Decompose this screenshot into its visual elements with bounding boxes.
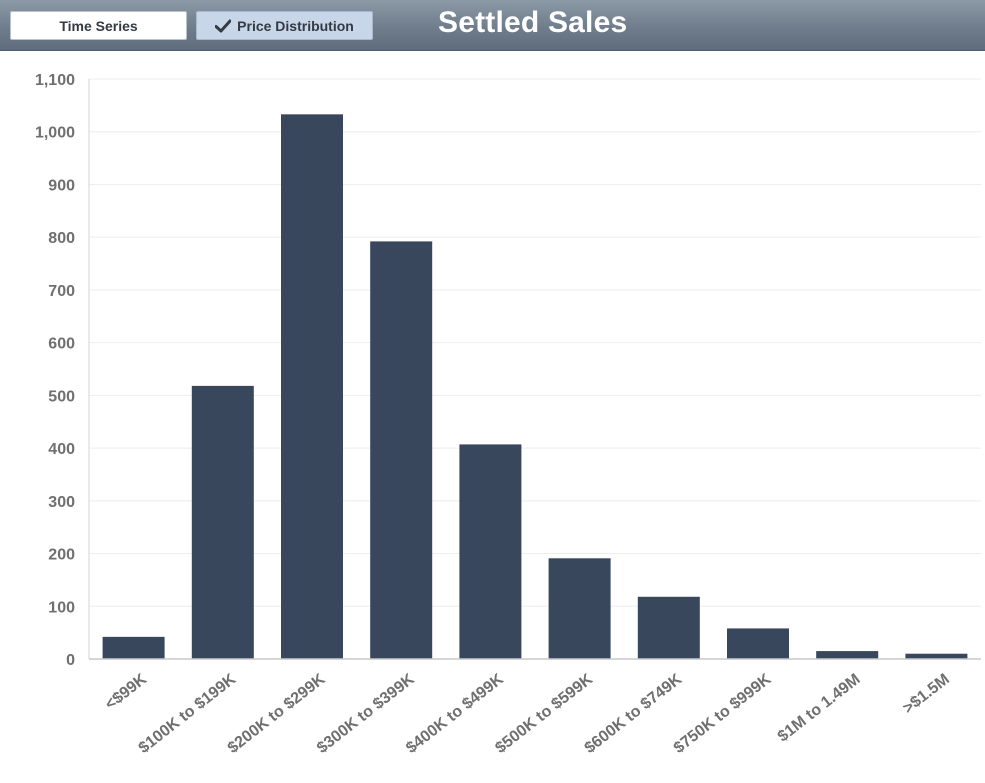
- x-tick-label: <$99K: [102, 670, 150, 713]
- bar: [637, 596, 700, 659]
- tab-time-series-label: Time Series: [59, 17, 138, 34]
- x-tick-label: >$1.5M: [900, 671, 953, 718]
- tab-price-distribution-label: Price Distribution: [237, 17, 354, 34]
- y-tick-label: 1,100: [35, 72, 75, 89]
- bar-chart: 0 100 200 300 400 500 600 700 800 900 1,000 1,100 <…: [35, 72, 981, 757]
- bar: [548, 558, 611, 659]
- bar: [816, 651, 879, 659]
- bar: [459, 444, 522, 659]
- x-axis-ticks: <$99K$100K to $199K$200K to $299K$300K t…: [102, 670, 953, 757]
- header-bar: Time Series Price Distribution Settled S…: [0, 0, 985, 51]
- x-tick-label: $1M to 1.49M: [775, 671, 864, 746]
- y-tick-label: 700: [48, 283, 75, 300]
- axes: [88, 79, 981, 660]
- y-tick-label: 600: [48, 336, 75, 353]
- y-tick-label: 1,000: [35, 125, 75, 142]
- y-tick-label: 500: [48, 388, 75, 405]
- tab-time-series[interactable]: Time Series: [10, 11, 187, 40]
- y-tick-label: 800: [48, 230, 75, 247]
- bar: [370, 241, 433, 659]
- x-tick-label: $750K to $999K: [671, 670, 775, 756]
- y-tick-label: 200: [48, 547, 75, 564]
- chart-title: Settled Sales: [438, 6, 628, 39]
- y-tick-label: 0: [66, 652, 75, 669]
- y-axis-ticks: 0 100 200 300 400 500 600 700 800 900 1,000 1,100: [35, 72, 75, 669]
- bar: [905, 653, 968, 659]
- y-tick-label: 400: [48, 441, 75, 458]
- y-tick-label: 900: [48, 177, 75, 194]
- bar: [281, 114, 343, 659]
- bars: [102, 114, 968, 659]
- y-tick-label: 300: [48, 494, 75, 511]
- check-icon: [215, 19, 232, 32]
- y-tick-label: 100: [48, 599, 75, 616]
- bar: [102, 636, 165, 659]
- bar: [727, 628, 789, 659]
- tab-price-distribution[interactable]: Price Distribution: [196, 11, 373, 40]
- bar: [191, 385, 254, 659]
